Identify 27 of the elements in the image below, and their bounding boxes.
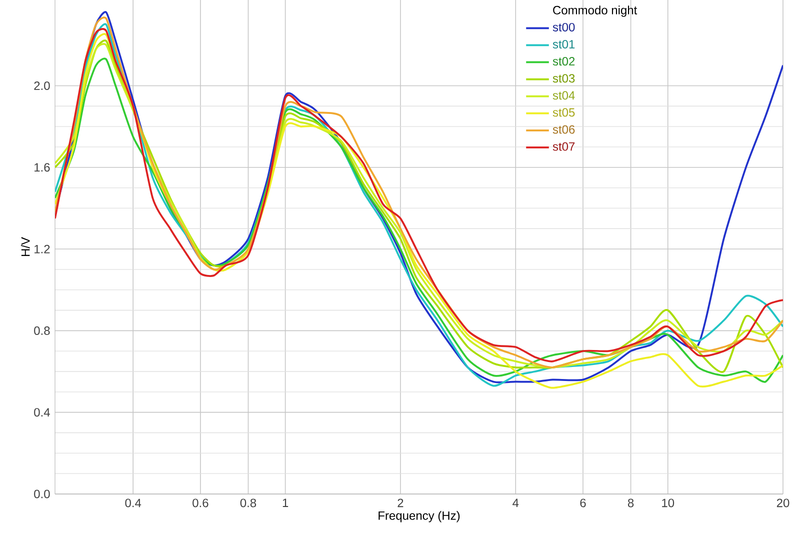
legend-label: st07 <box>552 142 575 151</box>
legend-label: st05 <box>552 108 575 117</box>
y-tick-label: 0.0 <box>34 490 50 498</box>
legend-label: st02 <box>552 57 575 66</box>
legend-label: st01 <box>552 40 575 48</box>
y-tick-label: 0.8 <box>34 326 50 335</box>
x-tick-label: 2 <box>398 498 404 508</box>
y-tick-label: 2.0 <box>34 81 50 90</box>
legend-label: st04 <box>552 91 575 100</box>
legend-label: st06 <box>552 125 575 134</box>
y-tick-label: 0.4 <box>34 408 50 417</box>
x-axis-title: Frequency (Hz) <box>378 511 460 522</box>
x-tick-label: 0.6 <box>192 498 208 508</box>
y-axis-title: H/V <box>20 237 30 256</box>
x-tick-label: 6 <box>580 498 586 508</box>
legend-title: Commodo night <box>553 6 638 17</box>
y-tick-label: 1.6 <box>34 163 50 172</box>
y-tick-label: 1.2 <box>34 244 50 254</box>
legend-label: st00 <box>552 22 575 32</box>
x-tick-label: 0.4 <box>125 498 142 508</box>
x-tick-label: 10 <box>662 498 674 508</box>
x-tick-label: 4 <box>512 498 519 507</box>
x-tick-label: 0.8 <box>240 498 256 508</box>
x-tick-label: 1 <box>282 498 288 507</box>
legend-label: st03 <box>552 74 575 83</box>
x-tick-label: 20 <box>776 498 790 508</box>
x-tick-label: 8 <box>628 498 634 508</box>
